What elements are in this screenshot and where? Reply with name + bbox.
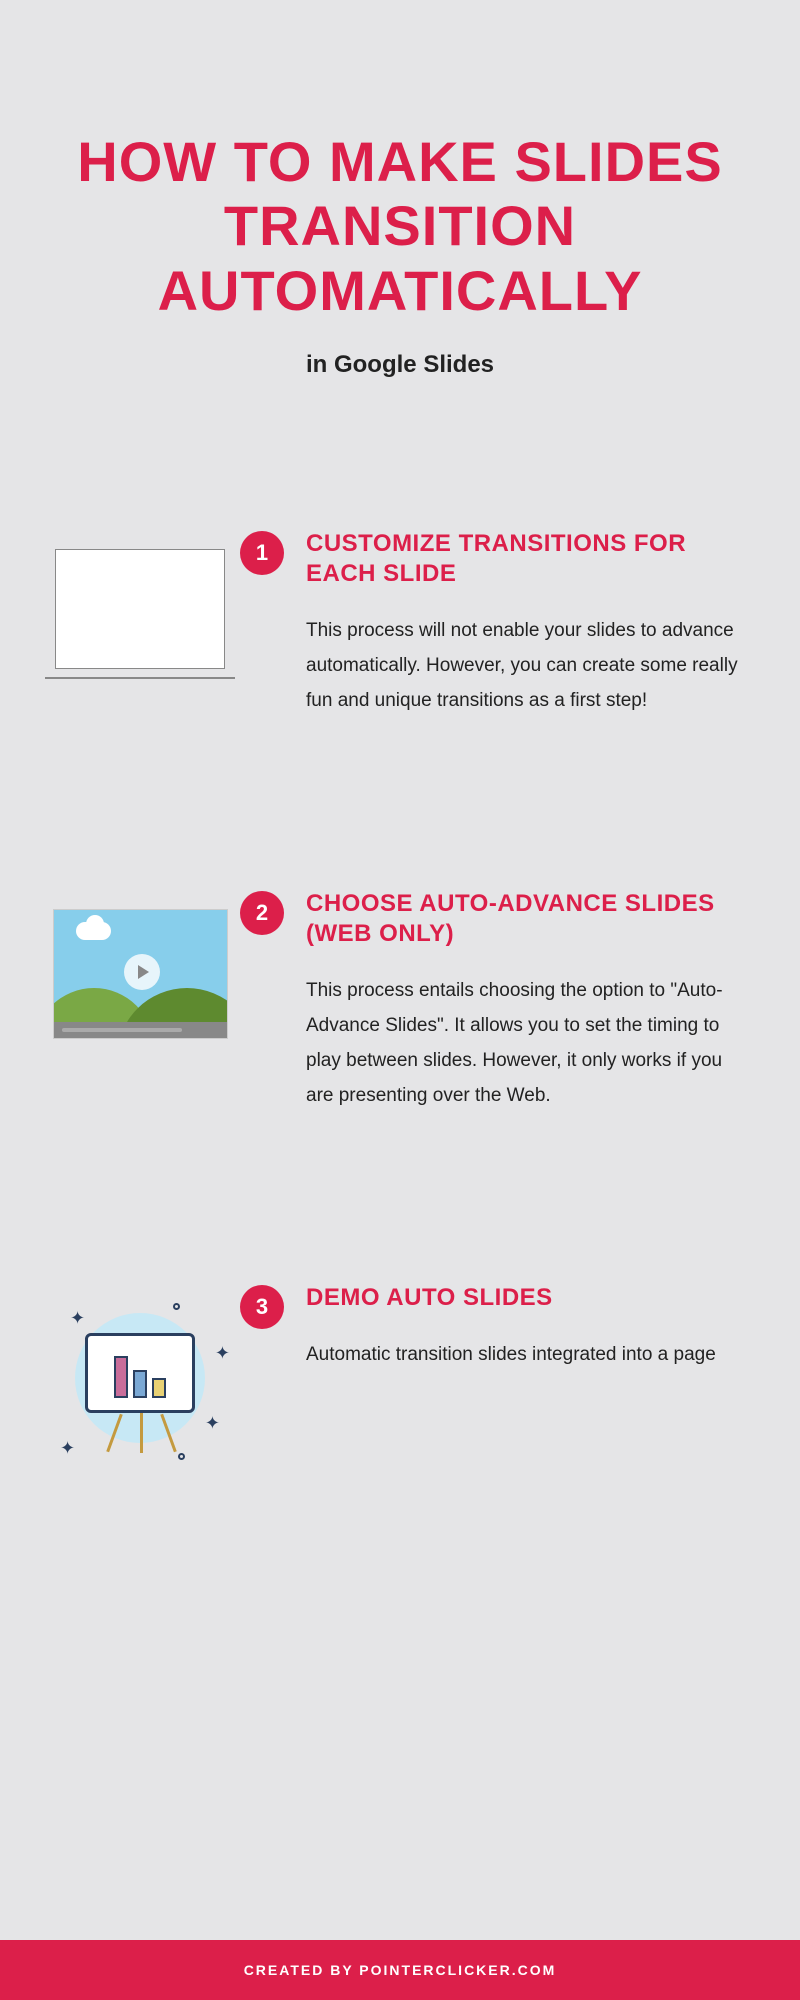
step-body: This process will not enable your slides… (306, 613, 740, 718)
footer: CREATED BY POINTERCLICKER.COM (0, 1940, 800, 2000)
step-title: CHOOSE AUTO-ADVANCE SLIDES (WEB ONLY) (306, 889, 740, 949)
footer-text: CREATED BY POINTERCLICKER.COM (244, 1962, 557, 1978)
video-player-icon (40, 889, 240, 1039)
step-title: DEMO AUTO SLIDES (306, 1283, 740, 1313)
subtitle: in Google Slides (60, 351, 740, 379)
step-title: CUSTOMIZE TRANSITIONS FOR EACH SLIDE (306, 529, 740, 589)
step-number-badge: 2 (240, 891, 284, 935)
blank-slide-icon (40, 529, 240, 679)
step-1: 1 CUSTOMIZE TRANSITIONS FOR EACH SLIDE T… (40, 529, 760, 718)
main-title: HOW TO MAKE SLIDES TRANSITION AUTOMATICA… (60, 130, 740, 323)
step-body: Automatic transition slides integrated i… (306, 1337, 740, 1372)
header: HOW TO MAKE SLIDES TRANSITION AUTOMATICA… (0, 0, 800, 379)
presentation-board-icon: ✦ ✦ ✦ ✦ (40, 1283, 240, 1473)
step-body: This process entails choosing the option… (306, 973, 740, 1114)
step-3: ✦ ✦ ✦ ✦ 3 DEMO AUTO SLIDES Automatic tra… (40, 1283, 760, 1473)
step-2: 2 CHOOSE AUTO-ADVANCE SLIDES (WEB ONLY) … (40, 889, 760, 1114)
step-number-badge: 1 (240, 531, 284, 575)
step-number-badge: 3 (240, 1285, 284, 1329)
steps-container: 1 CUSTOMIZE TRANSITIONS FOR EACH SLIDE T… (0, 529, 800, 1473)
